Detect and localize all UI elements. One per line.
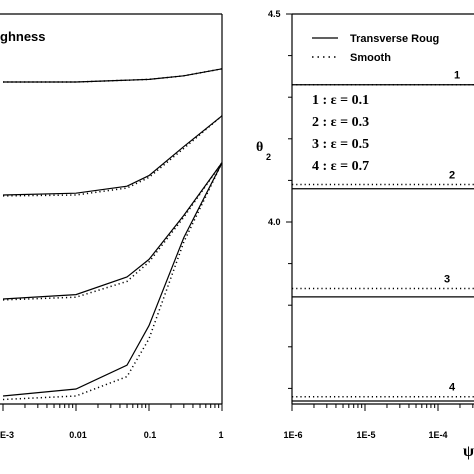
right-minor-ticks <box>288 55 474 411</box>
left-x-minor-ticks <box>2 404 223 411</box>
annotation-eps-2: 2 : ε = 0.3 <box>312 115 369 130</box>
right-curves: 1 2 3 4 <box>292 70 474 402</box>
right-curve-label-4: 4 <box>449 382 456 394</box>
left-smooth-curve-4 <box>2 162 223 401</box>
left-x-tick-label-1: E-3 <box>0 430 14 440</box>
right-y-tick-label-2: 4.0 <box>268 217 281 227</box>
left-panel: ghness E-3 0.01 0.1 1 <box>0 13 224 440</box>
left-rough-curve-1 <box>3 68 223 83</box>
annotation-eps-3: 3 : ε = 0.5 <box>312 137 369 152</box>
left-smooth-curve-3 <box>2 162 223 301</box>
left-x-tick-label-2: 0.01 <box>69 430 87 440</box>
right-x-axis-label: ψ <box>463 443 474 460</box>
right-y-axis-label-subscript: 2 <box>266 152 271 162</box>
left-rough-curve-4 <box>2 162 223 397</box>
right-panel: 4.5 4.0 θ 2 Transverse Roug Smooth 1 : ε… <box>256 9 474 460</box>
left-curves <box>2 68 223 401</box>
left-x-tick-label-3: 0.1 <box>144 430 157 440</box>
right-x-tick-label-2: 1E-5 <box>356 430 375 440</box>
right-curve-label-3: 3 <box>444 274 450 286</box>
left-legend-fragment: ghness <box>0 29 46 44</box>
right-x-tick-label-1: 1E-6 <box>283 430 302 440</box>
left-x-tick-label-4: 1 <box>218 430 223 440</box>
annotation-eps-4: 4 : ε = 0.7 <box>312 159 369 174</box>
legend-entry-smooth: Smooth <box>350 52 391 64</box>
legend-entry-rough: Transverse Roug <box>350 33 439 45</box>
right-x-tick-label-3: 1E-4 <box>428 430 447 440</box>
left-rough-curve-2 <box>2 115 223 196</box>
right-y-tick-label-1: 4.5 <box>268 9 281 19</box>
left-smooth-curve-2 <box>2 115 223 197</box>
right-y-axis-label: θ <box>256 140 263 155</box>
right-curve-label-1: 1 <box>454 70 460 82</box>
annotation-eps-1: 1 : ε = 0.1 <box>312 93 369 108</box>
right-curve-label-2: 2 <box>449 170 455 182</box>
left-rough-curve-3 <box>2 162 223 300</box>
